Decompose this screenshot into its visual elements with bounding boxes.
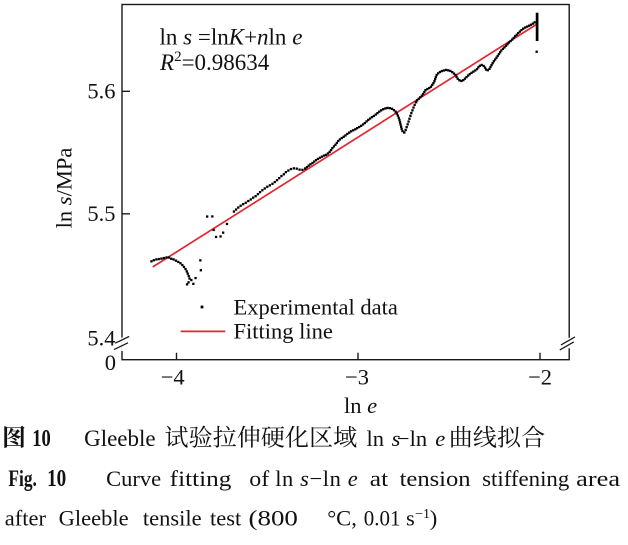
svg-text:ln s =lnK+nln e: ln s =lnK+nln e bbox=[160, 25, 303, 50]
svg-text:Experimental data: Experimental data bbox=[234, 295, 398, 320]
svg-text:5.6: 5.6 bbox=[87, 79, 115, 104]
svg-text:fitting: fitting bbox=[170, 466, 232, 491]
svg-text:test: test bbox=[210, 506, 242, 531]
svg-text:ln s/MPa: ln s/MPa bbox=[52, 148, 77, 229]
svg-text:−2: −2 bbox=[528, 364, 552, 389]
svg-text:stiffening: stiffening bbox=[482, 466, 569, 491]
svg-text:tension: tension bbox=[400, 466, 471, 491]
svg-text:10: 10 bbox=[32, 425, 51, 452]
svg-text:of: of bbox=[249, 466, 269, 491]
svg-text:−1: −1 bbox=[415, 507, 430, 522]
svg-text:Gleeble: Gleeble bbox=[84, 426, 156, 451]
svg-text:0.01: 0.01 bbox=[364, 506, 401, 531]
svg-text:°C,: °C, bbox=[327, 506, 357, 531]
svg-text:at: at bbox=[370, 466, 389, 491]
svg-text:(800: (800 bbox=[249, 506, 298, 531]
svg-text:Fig.: Fig. bbox=[8, 466, 37, 491]
svg-text:ln e: ln e bbox=[344, 393, 377, 418]
svg-text:area: area bbox=[576, 466, 620, 491]
svg-text:−3: −3 bbox=[345, 364, 369, 389]
svg-text:5.5: 5.5 bbox=[87, 201, 115, 226]
svg-text:after: after bbox=[5, 506, 47, 531]
svg-text:tensile: tensile bbox=[143, 506, 202, 531]
svg-text:5.4: 5.4 bbox=[87, 326, 115, 351]
svg-text:0: 0 bbox=[105, 350, 116, 375]
svg-text:Fitting line: Fitting line bbox=[234, 319, 333, 344]
svg-text:10: 10 bbox=[47, 465, 66, 492]
svg-text:): ) bbox=[430, 506, 438, 531]
svg-text:Curve: Curve bbox=[106, 466, 161, 491]
svg-text:ln s−ln e: ln s−ln e bbox=[275, 466, 358, 491]
svg-text:ln s−ln e: ln s−ln e bbox=[367, 426, 446, 451]
svg-text:−4: −4 bbox=[161, 364, 185, 389]
svg-text:Gleeble: Gleeble bbox=[59, 506, 129, 531]
svg-text:s: s bbox=[406, 506, 415, 531]
svg-text:R2=0.98634: R2=0.98634 bbox=[159, 49, 270, 75]
